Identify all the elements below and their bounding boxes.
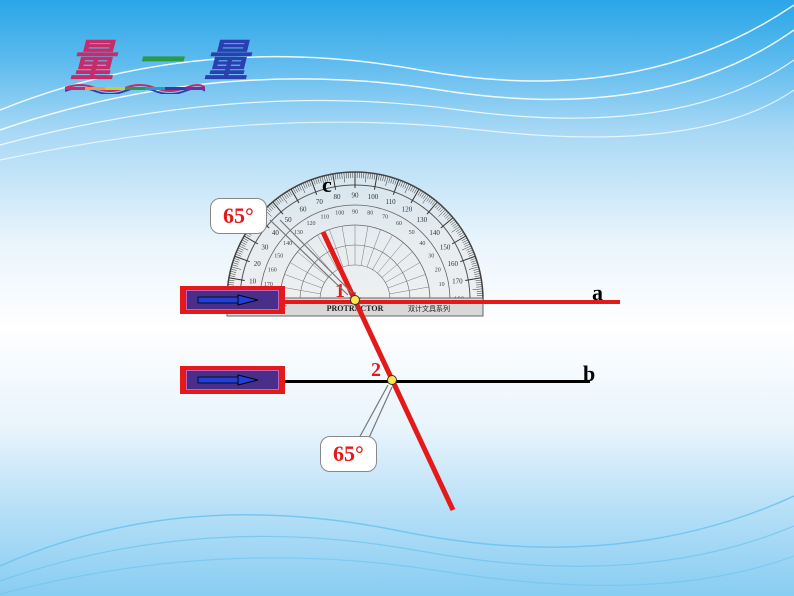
- angle-callout-2: 65°: [320, 436, 377, 472]
- title-underline: [65, 82, 205, 94]
- direction-arrow-b: [180, 366, 285, 394]
- title-char-1: 量: [70, 25, 120, 89]
- diagram-stage: 0180101702016030150401405013060120701108…: [170, 180, 630, 520]
- slide-title: 量 一 量: [70, 25, 254, 89]
- angle-callout-1: 65°: [210, 198, 267, 234]
- title-char-2: 一: [137, 25, 187, 89]
- title-char-3: 量: [204, 25, 254, 89]
- direction-arrow-a: [180, 286, 285, 314]
